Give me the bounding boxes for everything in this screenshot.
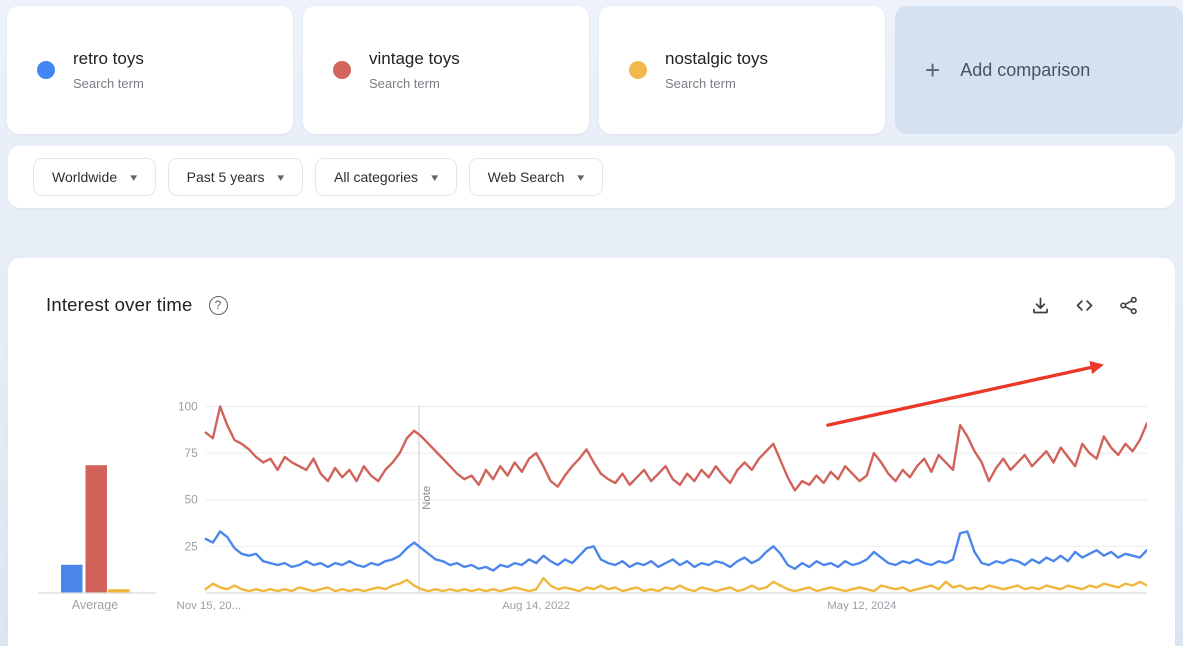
term-name: retro toys	[73, 49, 144, 68]
comparison-cards-row: retro toys Search term vintage toys Sear…	[0, 0, 1183, 134]
term-type-label: Search term	[665, 76, 736, 91]
interest-over-time-card: Interest over time ?	[8, 258, 1175, 646]
nostalgic-toys-color-dot	[629, 61, 647, 79]
search-type-filter-dropdown[interactable]: Web Search ▾	[468, 158, 603, 196]
add-comparison-label: Add comparison	[960, 59, 1091, 80]
svg-text:May 12, 2024: May 12, 2024	[827, 600, 896, 611]
add-comparison-button[interactable]: + Add comparison	[895, 6, 1183, 134]
chart-title: Interest over time	[46, 294, 193, 315]
svg-text:50: 50	[185, 493, 199, 507]
search-type-filter-label: Web Search	[487, 169, 565, 185]
region-filter-dropdown[interactable]: Worldwide ▾	[33, 158, 156, 196]
svg-text:25: 25	[185, 539, 199, 553]
plus-icon: +	[925, 55, 941, 85]
average-bar-chart: Average	[38, 345, 170, 611]
term-card-vintage-toys[interactable]: vintage toys Search term	[303, 6, 589, 134]
chevron-down-icon: ▾	[577, 171, 585, 184]
interest-line-chart-container[interactable]: 100 75 50 25 Note Nov 15, 20... Aug 14, 2022 Ma…	[170, 347, 1147, 611]
time-range-filter-label: Past 5 years	[186, 169, 265, 185]
average-bar-chart-svg: Average	[38, 465, 156, 611]
vintage-toys-color-dot	[333, 61, 351, 79]
svg-text:75: 75	[185, 446, 199, 460]
embed-code-icon[interactable]	[1074, 295, 1095, 316]
chevron-down-icon: ▾	[431, 171, 439, 184]
term-card-nostalgic-toys[interactable]: nostalgic toys Search term	[599, 6, 885, 134]
term-type-label: Search term	[369, 76, 440, 91]
term-name: nostalgic toys	[665, 49, 768, 68]
region-filter-label: Worldwide	[52, 169, 118, 185]
svg-text:100: 100	[178, 400, 198, 414]
share-icon[interactable]	[1118, 295, 1139, 316]
svg-text:Nov 15, 20...: Nov 15, 20...	[177, 600, 242, 611]
time-range-filter-dropdown[interactable]: Past 5 years ▾	[167, 158, 303, 196]
retro-toys-color-dot	[37, 61, 55, 79]
help-icon[interactable]: ?	[208, 295, 228, 315]
svg-text:Aug 14, 2022: Aug 14, 2022	[502, 600, 570, 611]
filters-bar: Worldwide ▾ Past 5 years ▾ All categorie…	[8, 146, 1175, 208]
term-type-label: Search term	[73, 76, 144, 91]
chevron-down-icon: ▾	[130, 171, 138, 184]
interest-line-chart-svg[interactable]: 100 75 50 25 Note Nov 15, 20... Aug 14, 2022 Ma…	[170, 347, 1147, 611]
svg-text:Note: Note	[421, 486, 433, 510]
svg-text:Average: Average	[72, 598, 118, 611]
chevron-down-icon: ▾	[277, 171, 285, 184]
chart-area: Average 100 75 50 25 Note Nov 15, 20... Aug 14…	[38, 345, 1147, 611]
category-filter-label: All categories	[334, 169, 419, 185]
chart-header: Interest over time ?	[38, 294, 1147, 316]
term-card-retro-toys[interactable]: retro toys Search term	[7, 6, 293, 134]
download-icon[interactable]	[1030, 295, 1051, 316]
term-name: vintage toys	[369, 49, 460, 68]
category-filter-dropdown[interactable]: All categories ▾	[315, 158, 457, 196]
